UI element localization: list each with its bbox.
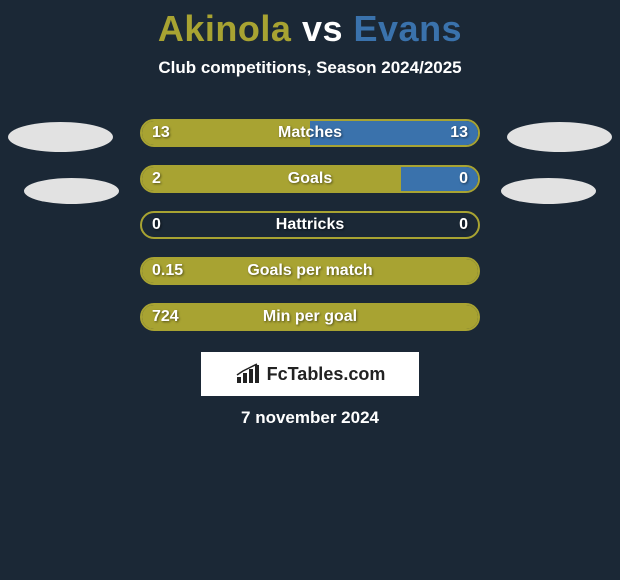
brand-text: FcTables.com — [267, 364, 386, 385]
stat-label: Goals — [288, 170, 332, 188]
stat-right-value: 13 — [450, 124, 468, 142]
stat-left-value: 0 — [152, 216, 161, 234]
stat-left-value: 724 — [152, 308, 179, 326]
brand-chart-icon — [235, 363, 261, 385]
stat-label: Goals per match — [247, 262, 372, 280]
stat-label: Min per goal — [263, 308, 357, 326]
stat-left-value: 0.15 — [152, 262, 183, 280]
stat-left-value: 2 — [152, 170, 161, 188]
stats-container: 13 13 Matches 2 0 Goals 0 0 Hattricks 0.15 Goals p… — [0, 110, 620, 340]
stat-label: Hattricks — [276, 216, 344, 234]
stat-left-value: 13 — [152, 124, 170, 142]
stat-row: 13 13 Matches — [0, 110, 620, 156]
stat-row: 0.15 Goals per match — [0, 248, 620, 294]
stat-bar-left-fill — [142, 167, 401, 191]
stat-row: 724 Min per goal — [0, 294, 620, 340]
stat-row: 0 0 Hattricks — [0, 202, 620, 248]
stat-right-value: 0 — [459, 170, 468, 188]
stat-row: 2 0 Goals — [0, 156, 620, 202]
stat-right-value: 0 — [459, 216, 468, 234]
brand-box[interactable]: FcTables.com — [201, 352, 419, 396]
stat-label: Matches — [278, 124, 342, 142]
date-text: 7 november 2024 — [241, 408, 379, 428]
page-title: Akinola vs Evans — [0, 0, 620, 50]
page-subtitle: Club competitions, Season 2024/2025 — [0, 58, 620, 78]
